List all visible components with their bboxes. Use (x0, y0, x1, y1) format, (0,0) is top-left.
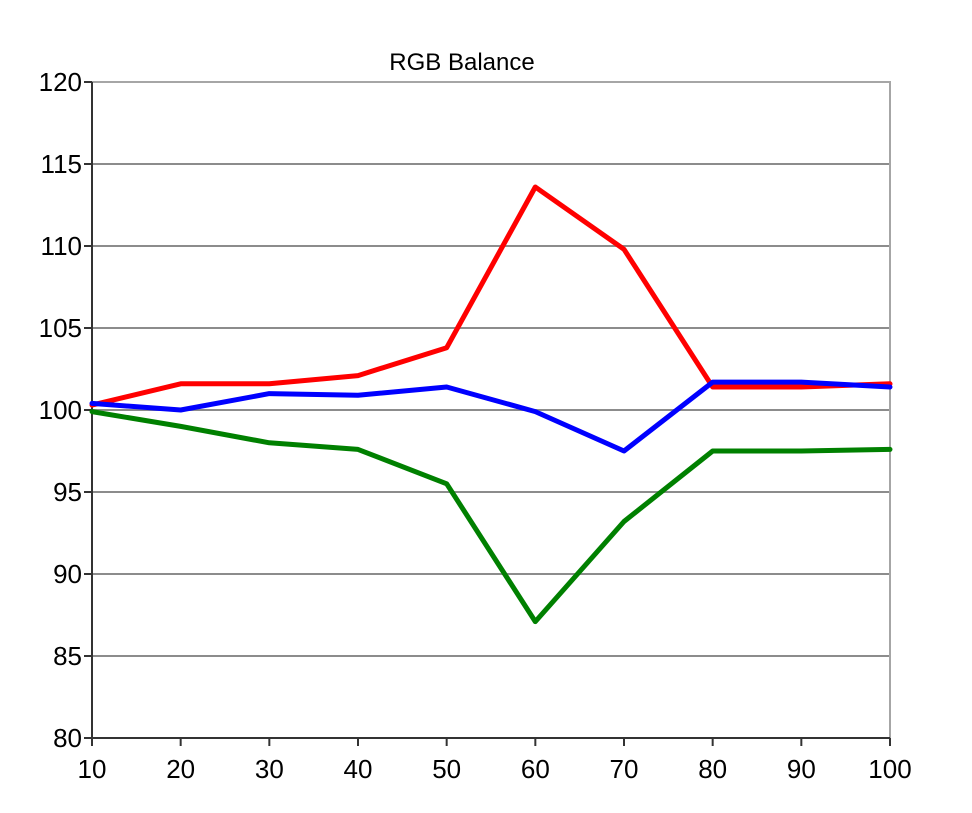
x-tick-label: 20 (166, 754, 195, 784)
y-tick-label: 110 (41, 231, 82, 261)
x-tick-label: 30 (255, 754, 284, 784)
y-tick-label: 90 (53, 559, 82, 589)
y-tick-label: 85 (53, 641, 82, 671)
y-tick-label: 105 (39, 313, 82, 343)
x-tick-label: 60 (521, 754, 550, 784)
y-axis-ticks: 80 85 90 95 100 105 110 115 120 (39, 67, 92, 753)
x-tick-label: 90 (787, 754, 816, 784)
series (89, 184, 893, 625)
y-tick-label: 115 (41, 149, 82, 179)
y-tick-label: 100 (39, 395, 82, 425)
x-tick-label: 100 (868, 754, 911, 784)
y-tick-label: 95 (53, 477, 82, 507)
series-line-2 (89, 379, 893, 454)
x-tick-label: 50 (432, 754, 461, 784)
x-tick-label: 10 (78, 754, 107, 784)
x-tick-label: 80 (698, 754, 727, 784)
x-tick-label: 70 (610, 754, 639, 784)
chart-title: RGB Balance (389, 49, 534, 76)
series-line-1 (89, 184, 893, 408)
y-tick-label: 80 (53, 723, 82, 753)
y-tick-label: 120 (39, 67, 82, 97)
x-tick-label: 40 (344, 754, 373, 784)
series-line-3 (89, 409, 893, 625)
grid (92, 163, 890, 657)
x-axis-ticks: 10 20 30 40 50 60 70 80 90 100 (78, 738, 912, 784)
